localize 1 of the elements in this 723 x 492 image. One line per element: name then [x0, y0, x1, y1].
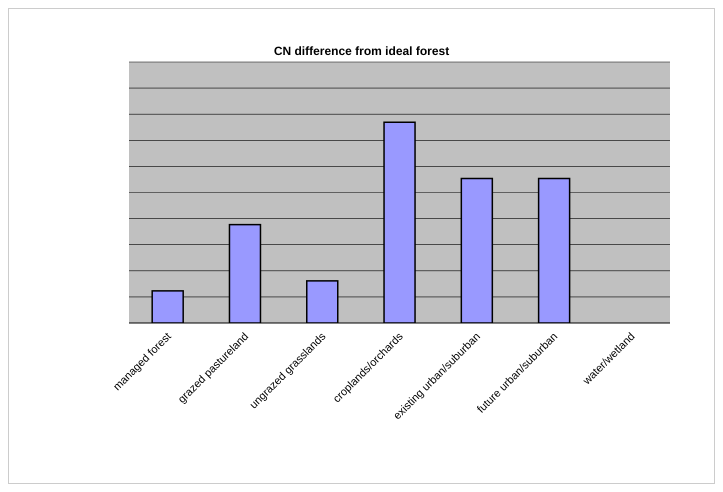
chart-title: CN difference from ideal forest: [272, 44, 450, 58]
